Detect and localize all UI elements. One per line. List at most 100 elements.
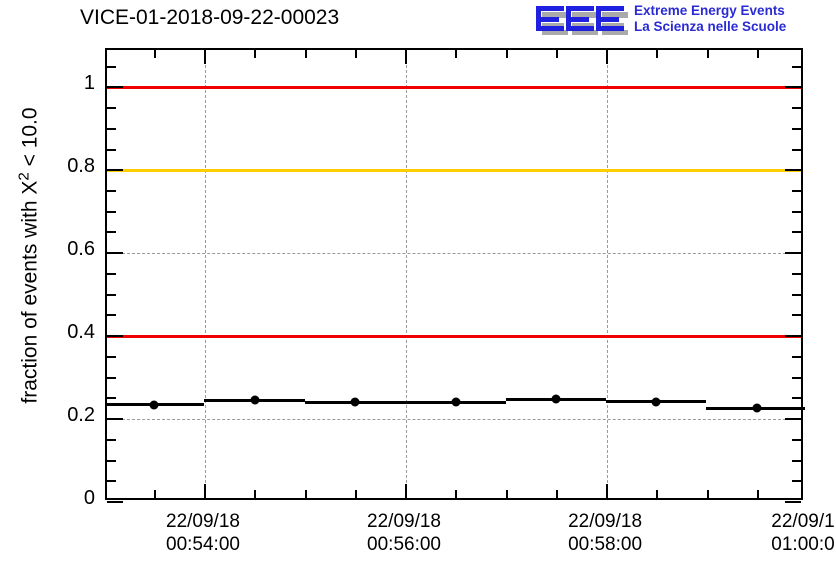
y-axis-tick-right (792, 148, 801, 151)
data-point-marker[interactable] (551, 394, 561, 404)
data-point-marker[interactable] (752, 403, 762, 413)
x-axis-tick (153, 490, 156, 498)
y-axis-tick-right (792, 210, 801, 213)
y-axis-tick (107, 189, 116, 192)
y-axis-tick-label: 0.6 (67, 238, 95, 261)
x-axis-tick-top (706, 50, 709, 58)
plot-area (107, 50, 805, 503)
y-axis-tick (107, 418, 123, 421)
y-axis-tick (107, 335, 123, 338)
x-axis-tick-top (254, 50, 257, 58)
data-point-marker[interactable] (350, 397, 360, 407)
y-axis-tick (107, 480, 116, 483)
x-axis-tick-top (455, 50, 458, 58)
y-axis-tick-right (792, 459, 801, 462)
x-axis-tick-top (153, 50, 156, 58)
eee-logo-line2: La Scienza nelle Scuole (634, 19, 787, 34)
y-axis-tick (107, 231, 116, 234)
y-gridline (107, 253, 801, 255)
x-axis-tick-top (505, 50, 508, 58)
y-axis-tick-label: 0.8 (67, 155, 95, 178)
y-axis-tick-right (792, 480, 801, 483)
x-axis-tick-label-time: 00:56:00 (367, 534, 441, 555)
y-axis-tick (107, 148, 116, 151)
reference-line-lower-limit (107, 334, 801, 338)
y-axis-tick-right (792, 314, 801, 317)
y-axis-tick-right (792, 397, 801, 400)
y-axis-tick-right (792, 127, 801, 130)
x-gridline (607, 50, 609, 498)
y-axis-tick-label: 0 (83, 487, 95, 509)
data-point-marker[interactable] (651, 397, 661, 407)
x-axis-tick (405, 484, 408, 498)
reference-line-warning-level (107, 168, 801, 172)
y-axis-tick (107, 293, 116, 296)
x-axis-tick (304, 490, 307, 498)
data-point-marker[interactable] (149, 400, 159, 410)
x-axis-tick-top (405, 50, 408, 64)
x-axis-tick-top (606, 50, 609, 64)
y-axis-tick (107, 210, 116, 213)
y-axis-tick-right (792, 355, 801, 358)
eee-logo-mark-icon (536, 6, 628, 35)
x-axis-tick (656, 490, 659, 498)
x-axis-tick-top (304, 50, 307, 58)
y-axis-tick (107, 314, 116, 317)
y-axis-title-pre: fraction of events with X (18, 180, 42, 404)
x-axis-tick (455, 490, 458, 498)
y-axis-tick (107, 438, 116, 441)
y-axis-tick-right (785, 252, 801, 255)
x-axis-tick (203, 484, 206, 498)
x-axis-tick-label-date: 22/09/1 (771, 511, 835, 532)
eee-logo-line1: Extreme Energy Events (634, 3, 785, 18)
y-axis-tick (107, 272, 116, 275)
y-axis-tick-label: 0.2 (67, 404, 95, 427)
y-axis-tick (107, 169, 123, 172)
x-axis-tick-top (203, 50, 206, 64)
data-point-marker[interactable] (451, 397, 461, 407)
x-axis-tick-label: 22/09/18 00:54:00 (123, 510, 283, 556)
y-axis-tick-label: 1 (83, 72, 95, 95)
x-gridline (406, 50, 408, 498)
data-point-marker[interactable] (250, 395, 260, 405)
x-axis-tick-label-time: 00:58:00 (568, 534, 643, 555)
y-axis-tick-right (792, 107, 801, 110)
y-axis-tick-right (792, 376, 801, 379)
x-axis-tick-top (555, 50, 558, 58)
y-axis-tick-right (792, 293, 801, 296)
page-title: VICE-01-2018-09-22-00023 (80, 6, 340, 29)
y-axis-tick (107, 355, 116, 358)
eee-logo-text: Extreme Energy Events La Scienza nelle S… (634, 3, 786, 35)
x-axis-tick (505, 490, 508, 498)
x-axis-tick-label-date: 22/09/18 (568, 511, 643, 532)
x-axis-tick-label-time: 01:00:0 (771, 534, 835, 555)
eee-logo: Extreme Energy Events La Scienza nelle S… (536, 2, 836, 38)
x-axis-tick-top (756, 50, 759, 58)
y-axis-tick (107, 65, 116, 68)
y-axis-tick-right (792, 231, 801, 234)
y-axis-tick (107, 107, 116, 110)
x-axis-tick-label-time: 00:54:00 (166, 534, 240, 555)
x-axis-tick-top (656, 50, 659, 58)
reference-line-upper-limit (107, 85, 801, 89)
x-axis-tick-label-date: 22/09/18 (367, 511, 441, 532)
y-axis-tick-right (792, 272, 801, 275)
x-axis-tick (756, 490, 759, 498)
y-axis-tick-label: 0.4 (67, 321, 95, 344)
y-gridline (107, 419, 801, 421)
x-axis-tick (254, 490, 257, 498)
y-axis-tick (107, 86, 123, 89)
y-axis-tick-right (785, 169, 801, 172)
x-axis-tick-top (354, 50, 357, 58)
y-axis-tick (107, 127, 116, 130)
y-axis-tick-right (792, 438, 801, 441)
x-axis-tick (354, 490, 357, 498)
y-axis-tick-right (785, 501, 801, 503)
plot-frame (105, 48, 805, 503)
x-axis-tick-label-date: 22/09/18 (166, 511, 240, 532)
y-axis-tick-right (792, 65, 801, 68)
x-axis-tick (555, 490, 558, 498)
x-axis-tick (606, 484, 609, 498)
y-axis-tick (107, 376, 116, 379)
